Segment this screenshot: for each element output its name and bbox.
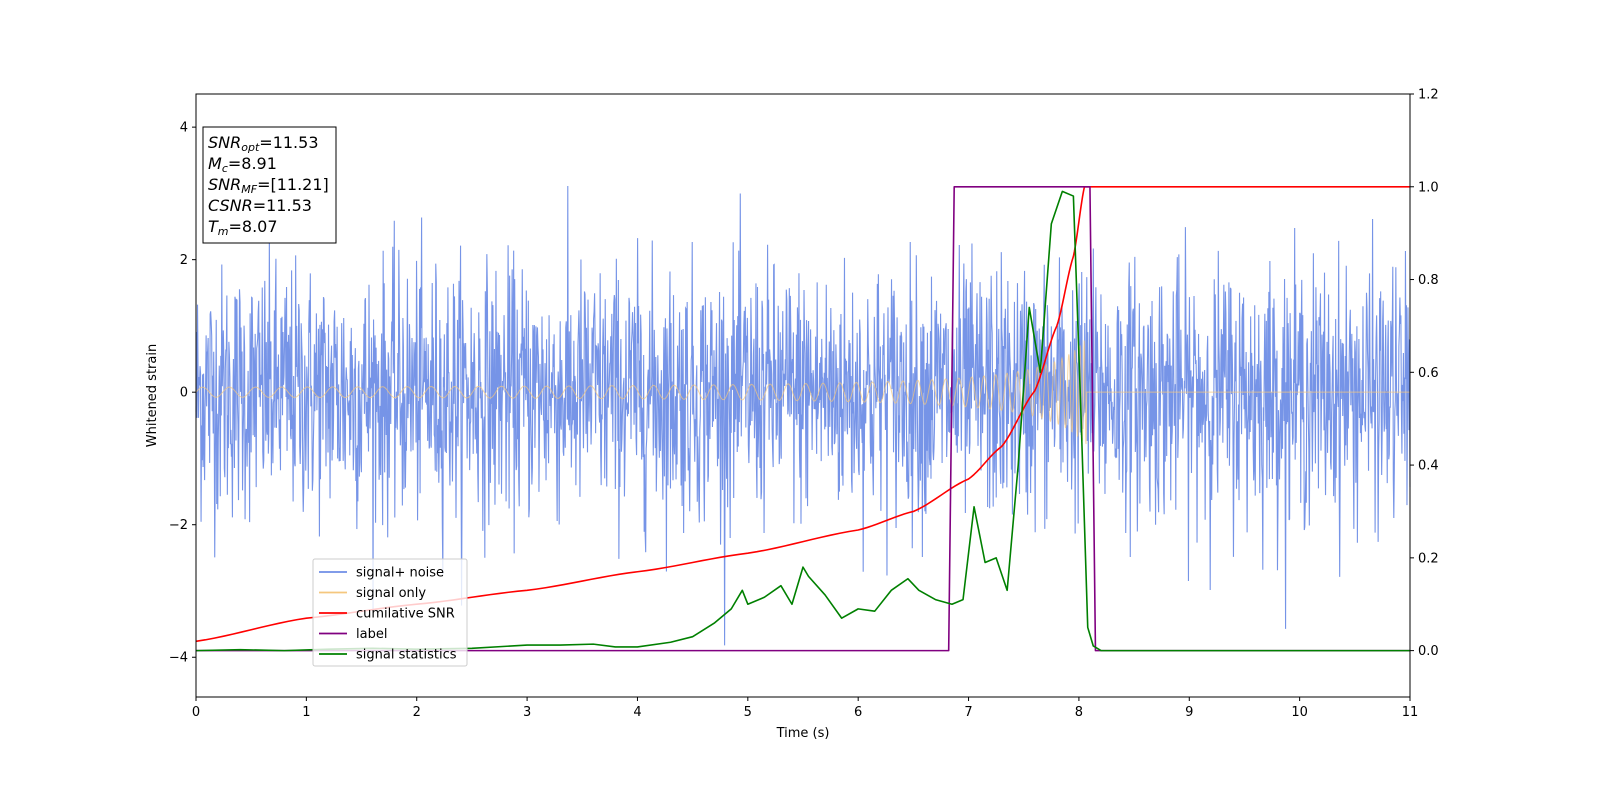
y-right-tick-label: 0.8 <box>1418 273 1439 288</box>
annotation-line: Mc=8.91 <box>208 154 277 175</box>
y-left-tick-label: 2 <box>180 253 188 268</box>
ticks: 0 1 2 3 4 5 6 7 8 9 10 11 −4 −2 0 2 4 0.0 0.2 0.4 0.6 0.8 1.0 1… <box>169 88 1439 721</box>
annotation-line: SNRopt=11.53 <box>208 133 319 154</box>
x-tick-label: 10 <box>1291 705 1308 720</box>
y-right-tick-label: 0.0 <box>1418 644 1439 659</box>
y-left-tick-label: −4 <box>169 651 188 666</box>
x-tick-label: 6 <box>854 705 862 720</box>
y-right-tick-label: 0.6 <box>1418 366 1439 381</box>
annotation-line: CSNR=11.53 <box>208 196 312 215</box>
x-tick-label: 7 <box>964 705 972 720</box>
legend-label: signal statistics <box>356 648 457 663</box>
y-axis-label: Whitened strain <box>145 344 160 447</box>
x-tick-label: 2 <box>413 705 421 720</box>
x-tick-label: 0 <box>192 705 200 720</box>
y-left-tick-label: −2 <box>169 518 188 533</box>
y-right-tick-label: 1.2 <box>1418 88 1439 103</box>
x-tick-label: 3 <box>523 705 531 720</box>
x-tick-label: 4 <box>633 705 641 720</box>
y-right-tick-label: 0.2 <box>1418 551 1439 566</box>
y-right-tick-label: 0.4 <box>1418 459 1439 474</box>
signal-statistics-line <box>195 190 1410 652</box>
legend-label: signal only <box>356 586 426 601</box>
x-tick-label: 8 <box>1075 705 1083 720</box>
annotation-line: Tm=8.07 <box>208 217 278 238</box>
y-right-tick-label: 1.0 <box>1418 180 1439 195</box>
x-tick-label: 5 <box>744 705 752 720</box>
y-left-tick-label: 0 <box>180 386 188 401</box>
legend-label: cumilative SNR <box>356 607 455 622</box>
x-tick-label: 11 <box>1402 705 1419 720</box>
annotation-frame <box>202 126 337 244</box>
legend: signal+ noise signal only cumilative SNR la… <box>312 558 468 667</box>
legend-label: signal+ noise <box>356 566 444 581</box>
x-tick-label: 1 <box>302 705 310 720</box>
x-axis-label: Time (s) <box>776 726 830 741</box>
annotation-line: SNRMF=[11.21] <box>208 175 329 196</box>
signal-only-series <box>195 340 1410 445</box>
y-left-tick-label: 4 <box>180 121 188 136</box>
x-tick-label: 9 <box>1185 705 1193 720</box>
axes-frame <box>195 93 1411 698</box>
annotation-box: SNRopt=11.53Mc=8.91SNRMF=[11.21]CSNR=11.… <box>202 126 337 244</box>
legend-frame <box>312 558 468 667</box>
legend-label: label <box>356 627 387 642</box>
signal-only-line <box>195 340 1410 445</box>
